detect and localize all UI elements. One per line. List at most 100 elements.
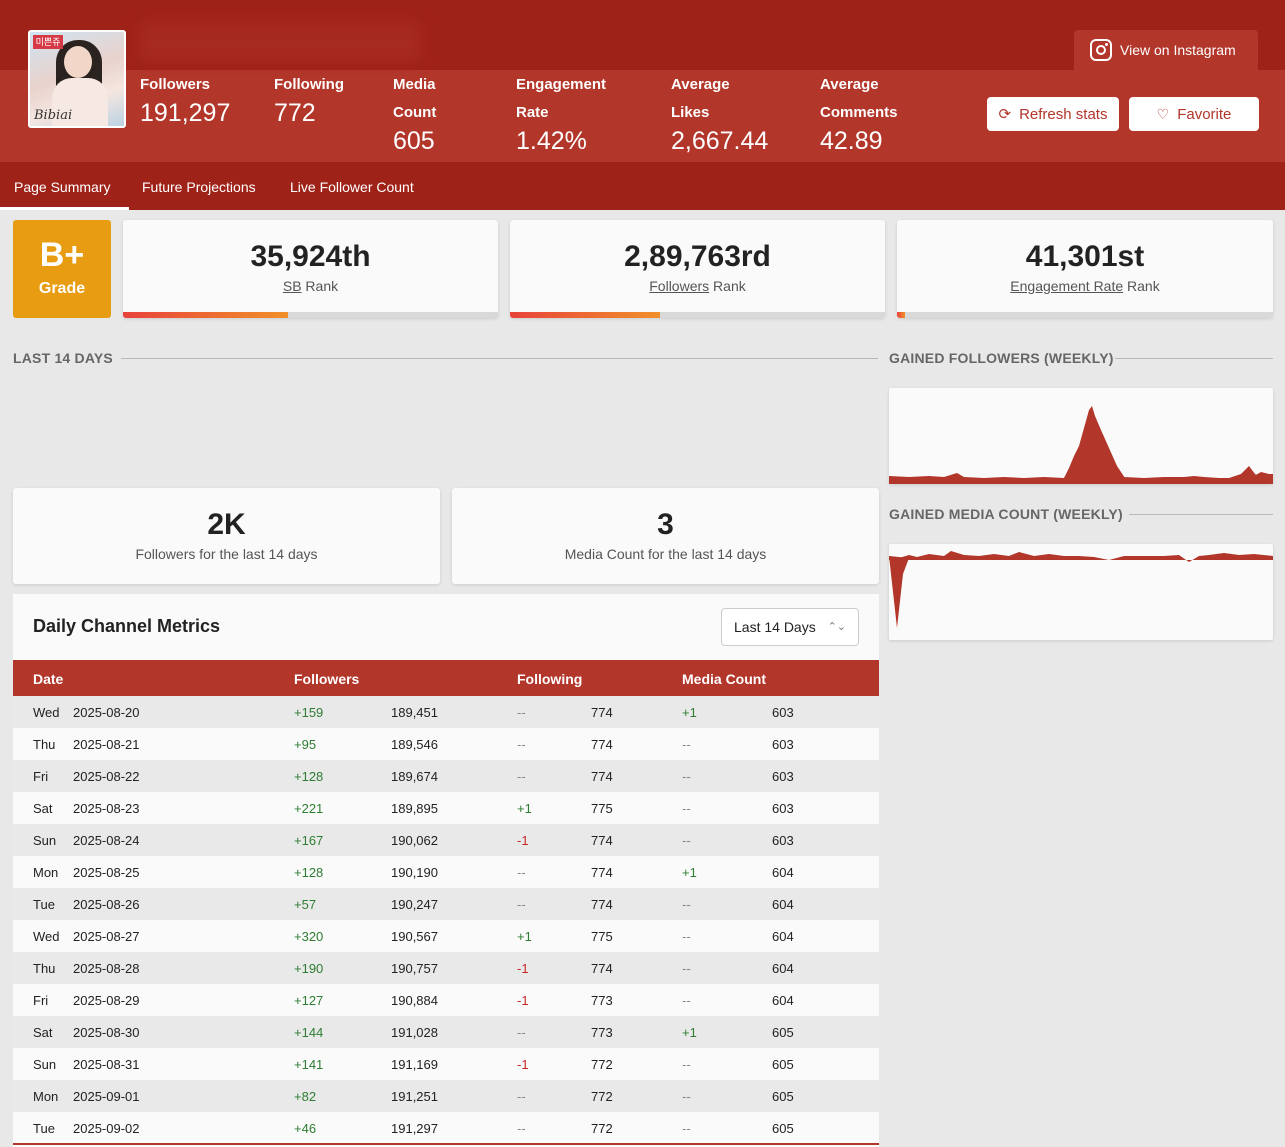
stat-average-likes: Average Likes 2,667.44 (671, 71, 768, 155)
refresh-icon: ⟳ (998, 106, 1012, 123)
table-row: Wed 2025-08-20 +159 189,451 -- 774 +1 603 (13, 696, 879, 728)
table-row: Sun 2025-08-24 +167 190,062 -1 774 -- 603 (13, 824, 879, 856)
column-following: Following (517, 671, 583, 687)
cell-date: 2025-08-22 (73, 769, 140, 784)
table-bottom-border (13, 1143, 879, 1145)
rank-progress-fill (123, 312, 288, 318)
cell-followers-total: 190,247 (391, 897, 438, 912)
gained-followers-bump (1229, 466, 1261, 478)
grade-badge: B+ Grade (13, 220, 111, 318)
section-divider (121, 358, 878, 359)
favorite-label: Favorite (1177, 105, 1232, 123)
cell-following-change: -- (517, 1025, 526, 1040)
summary-value: 3 (657, 508, 674, 541)
cell-following-total: 774 (591, 865, 613, 880)
rank-value: 2,89,763rd (624, 240, 771, 273)
stat-label: Average Likes (671, 76, 730, 121)
cell-following-total: 774 (591, 961, 613, 976)
stat-value: 605 (393, 127, 435, 155)
cell-followers-change: +221 (294, 801, 324, 816)
view-on-instagram-button[interactable]: View on Instagram (1074, 30, 1258, 70)
gained-media-chart (889, 544, 1273, 640)
cell-media-change: -- (682, 769, 691, 784)
tab-future-projections[interactable]: Future Projections (142, 179, 256, 195)
table-row: Fri 2025-08-29 +127 190,884 -1 773 -- 604 (13, 984, 879, 1016)
table-row: Tue 2025-09-02 +46 191,297 -- 772 -- 605 (13, 1112, 879, 1144)
cell-followers-change: +320 (294, 929, 324, 944)
cell-followers-total: 189,674 (391, 769, 438, 784)
cell-followers-change: +144 (294, 1025, 324, 1040)
profile-name-blurred (140, 22, 420, 62)
cell-media-total: 604 (772, 897, 794, 912)
cell-weekday: Mon (33, 865, 59, 880)
cell-date: 2025-08-21 (73, 737, 140, 752)
gained-media-drop (889, 556, 909, 628)
table-row: Sun 2025-08-31 +141 191,169 -1 772 -- 605 (13, 1048, 879, 1080)
cell-followers-total: 190,062 (391, 833, 438, 848)
cell-media-total: 603 (772, 833, 794, 848)
cell-followers-change: +141 (294, 1057, 324, 1072)
cell-media-total: 604 (772, 993, 794, 1008)
avatar-body (52, 78, 108, 126)
rank-label: SB Rank (123, 278, 498, 294)
cell-media-change: -- (682, 1089, 691, 1104)
stat-media-count: Media Count 605 (393, 71, 463, 155)
table-row: Tue 2025-08-26 +57 190,247 -- 774 -- 604 (13, 888, 879, 920)
range-select[interactable]: Last 14 Days ⌃⌄ (721, 608, 859, 646)
cell-date: 2025-08-29 (73, 993, 140, 1008)
table-row: Fri 2025-08-22 +128 189,674 -- 774 -- 603 (13, 760, 879, 792)
favorite-button[interactable]: ♡ Favorite (1129, 97, 1259, 131)
gained-media-sparkline (889, 551, 1273, 628)
rank-progress-track (123, 312, 498, 318)
stat-value: 42.89 (820, 127, 883, 155)
cell-following-change: -- (517, 769, 526, 784)
cell-weekday: Sun (33, 1057, 57, 1072)
cell-following-total: 774 (591, 897, 613, 912)
cell-following-change: -- (517, 1089, 526, 1104)
cell-weekday: Thu (33, 961, 56, 976)
cell-media-change: +1 (682, 1025, 697, 1040)
cell-following-total: 772 (591, 1089, 613, 1104)
refresh-stats-button[interactable]: ⟳ Refresh stats (987, 97, 1119, 131)
refresh-stats-label: Refresh stats (1019, 105, 1108, 123)
summary-card-followers: 2K Followers for the last 14 days (13, 488, 440, 584)
cell-media-total: 603 (772, 737, 794, 752)
rank-progress-track (510, 312, 885, 318)
cell-media-change: -- (682, 961, 691, 976)
rank-progress-fill (510, 312, 660, 318)
cell-media-change: -- (682, 1121, 691, 1136)
cell-media-total: 605 (772, 1121, 794, 1136)
cell-media-change: -- (682, 1057, 691, 1072)
cell-weekday: Sat (33, 801, 53, 816)
cell-date: 2025-08-27 (73, 929, 140, 944)
cell-media-total: 605 (772, 1057, 794, 1072)
cell-following-total: 772 (591, 1057, 613, 1072)
rank-suffix: Rank (301, 278, 339, 294)
cell-followers-total: 191,297 (391, 1121, 438, 1136)
cell-following-total: 773 (591, 1025, 613, 1040)
cell-following-change: -- (517, 865, 526, 880)
rank-value: 35,924th (250, 240, 371, 273)
cell-media-total: 603 (772, 705, 794, 720)
daily-metrics-title: Daily Channel Metrics (33, 616, 221, 636)
cell-date: 2025-08-30 (73, 1025, 140, 1040)
cell-media-total: 604 (772, 961, 794, 976)
rank-label: Engagement Rate Rank (897, 278, 1273, 294)
cell-date: 2025-08-28 (73, 961, 140, 976)
cell-following-total: 774 (591, 833, 613, 848)
tab-page-summary[interactable]: Page Summary (0, 162, 129, 210)
cell-weekday: Sun (33, 833, 57, 848)
rank-link[interactable]: Followers (649, 278, 710, 294)
stat-label: Engagement Rate (516, 76, 607, 121)
stat-label: Following (274, 76, 344, 93)
rank-link[interactable]: SB (282, 278, 302, 294)
tab-live-follower-count[interactable]: Live Follower Count (290, 179, 414, 195)
rank-value: 41,301st (1025, 240, 1145, 273)
cell-weekday: Wed (33, 929, 60, 944)
cell-date: 2025-08-20 (73, 705, 140, 720)
rank-suffix: Rank (1123, 278, 1160, 294)
rank-link[interactable]: Engagement Rate (1010, 278, 1124, 294)
cell-following-change: -1 (517, 961, 529, 976)
cell-following-change: -- (517, 737, 526, 752)
cell-weekday: Tue (33, 897, 55, 912)
